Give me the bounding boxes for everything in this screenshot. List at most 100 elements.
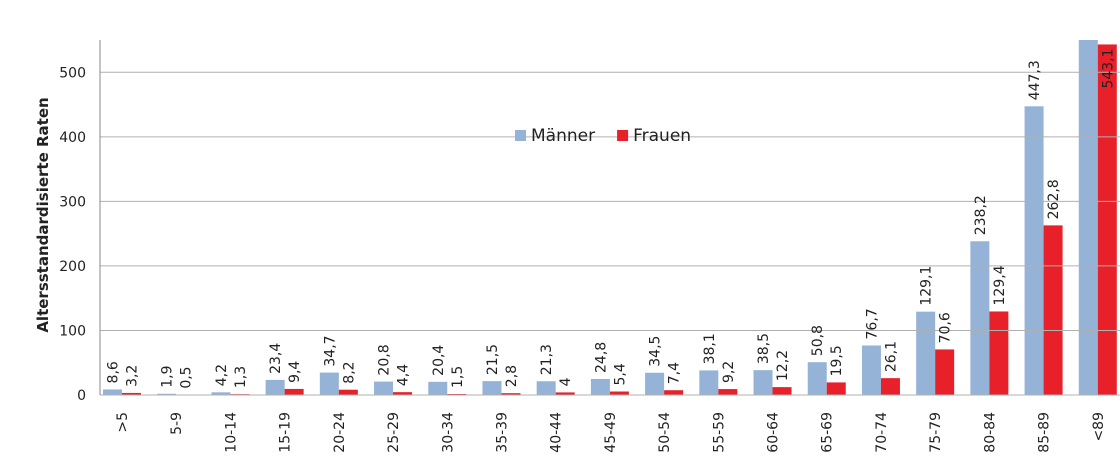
value-label: 20,4 [431,345,447,376]
x-tick-label: 50-54 [657,412,673,453]
legend-swatch [515,130,526,141]
bar [880,378,900,395]
x-tick-label: 10-14 [223,412,239,453]
value-label: 9,4 [287,361,303,383]
value-label: 70,6 [938,312,954,343]
bar [536,381,556,395]
value-label: 4,2 [214,364,230,386]
legend-label: Männer [531,126,595,146]
value-label: 7,4 [667,362,683,384]
x-tick-label: 75-79 [928,412,944,453]
x-tick-label: 25-29 [386,412,402,453]
bar [211,392,231,395]
x-tick-label: 40-44 [549,412,565,453]
bar [555,392,575,395]
bar [482,381,502,395]
bar [1097,44,1117,395]
bar [772,387,792,395]
value-label: 129,4 [992,265,1008,305]
bar [1024,106,1044,396]
x-tick-label: 80-84 [982,412,998,453]
x-tick-label: 5-9 [169,412,185,435]
y-tick-label: 200 [59,259,86,275]
legend-label: Frauen [633,126,691,146]
bar [319,372,339,395]
legend-swatch [617,130,629,141]
bar [935,349,955,395]
value-label: 9,2 [721,361,737,383]
bar [916,311,936,395]
bar [1043,225,1063,395]
x-tick-label: 45-49 [603,412,619,453]
value-label: 2,8 [504,365,520,387]
bar [861,345,881,395]
bar [826,382,846,395]
value-label: 8,6 [106,361,122,383]
value-label: 21,5 [485,344,501,375]
value-label: 50,8 [810,325,826,356]
x-tick-label: 35-39 [494,412,510,453]
value-label: 129,1 [919,266,935,306]
y-tick-label: 0 [77,388,86,404]
value-label: 1,3 [233,366,249,388]
bar [122,392,141,395]
x-tick-label: 55-59 [711,412,727,453]
bar [609,391,629,395]
x-tick-label: 15-19 [278,412,294,453]
bar [265,379,285,395]
bar [157,393,177,395]
x-tick-label: <89 [1091,412,1107,442]
value-label: 5,4 [612,363,628,385]
bar [284,388,304,395]
bar [338,389,358,395]
x-tick-label: 70-74 [874,412,890,453]
value-label: 1,9 [160,366,176,388]
bar [103,389,122,395]
y-tick-label: 100 [59,323,86,339]
x-tick-label: 85-89 [1037,412,1053,453]
value-label: 26,1 [883,341,899,372]
bar [374,381,394,395]
value-label: 19,5 [829,345,845,376]
value-label: 76,7 [864,308,880,339]
bar [393,392,413,395]
value-label: 4,4 [396,364,412,386]
value-label: 8,2 [341,361,357,383]
x-tick-label: 30-34 [440,412,456,453]
value-label: 262,8 [1046,179,1062,219]
x-tick-label: 60-64 [766,412,782,453]
value-label: 447,3 [1027,60,1043,100]
value-label: 0,5 [179,366,195,388]
value-label: 12,2 [775,350,791,381]
y-tick-label: 500 [59,65,86,81]
value-label: 34,5 [648,336,664,367]
value-label: 238,2 [973,195,989,235]
bar [807,362,827,395]
value-label: 23,4 [268,343,284,374]
x-tick-label: 20-24 [332,412,348,453]
value-label: 20,8 [377,344,393,375]
bar [970,241,990,395]
bar [699,370,719,395]
value-label: 543,1 [1100,48,1116,88]
value-label: 21,3 [539,344,555,375]
value-label: 24,8 [593,342,609,373]
y-tick-label: 300 [59,194,86,210]
value-label: 3,2 [125,365,141,387]
bar [428,381,448,395]
bar [718,389,738,395]
bar [1078,40,1098,395]
value-label: 38,5 [756,333,772,364]
bar [664,390,684,395]
bar [590,378,610,395]
value-label: 1,5 [450,366,466,388]
y-tick-label: 400 [59,130,86,146]
plot-area [103,40,1117,396]
bar [645,372,665,395]
value-label: 4 [558,377,574,386]
bar [501,393,521,395]
bar [753,370,773,395]
y-axis-label: Altersstandardisierte Raten [34,97,52,332]
bar [989,311,1009,395]
